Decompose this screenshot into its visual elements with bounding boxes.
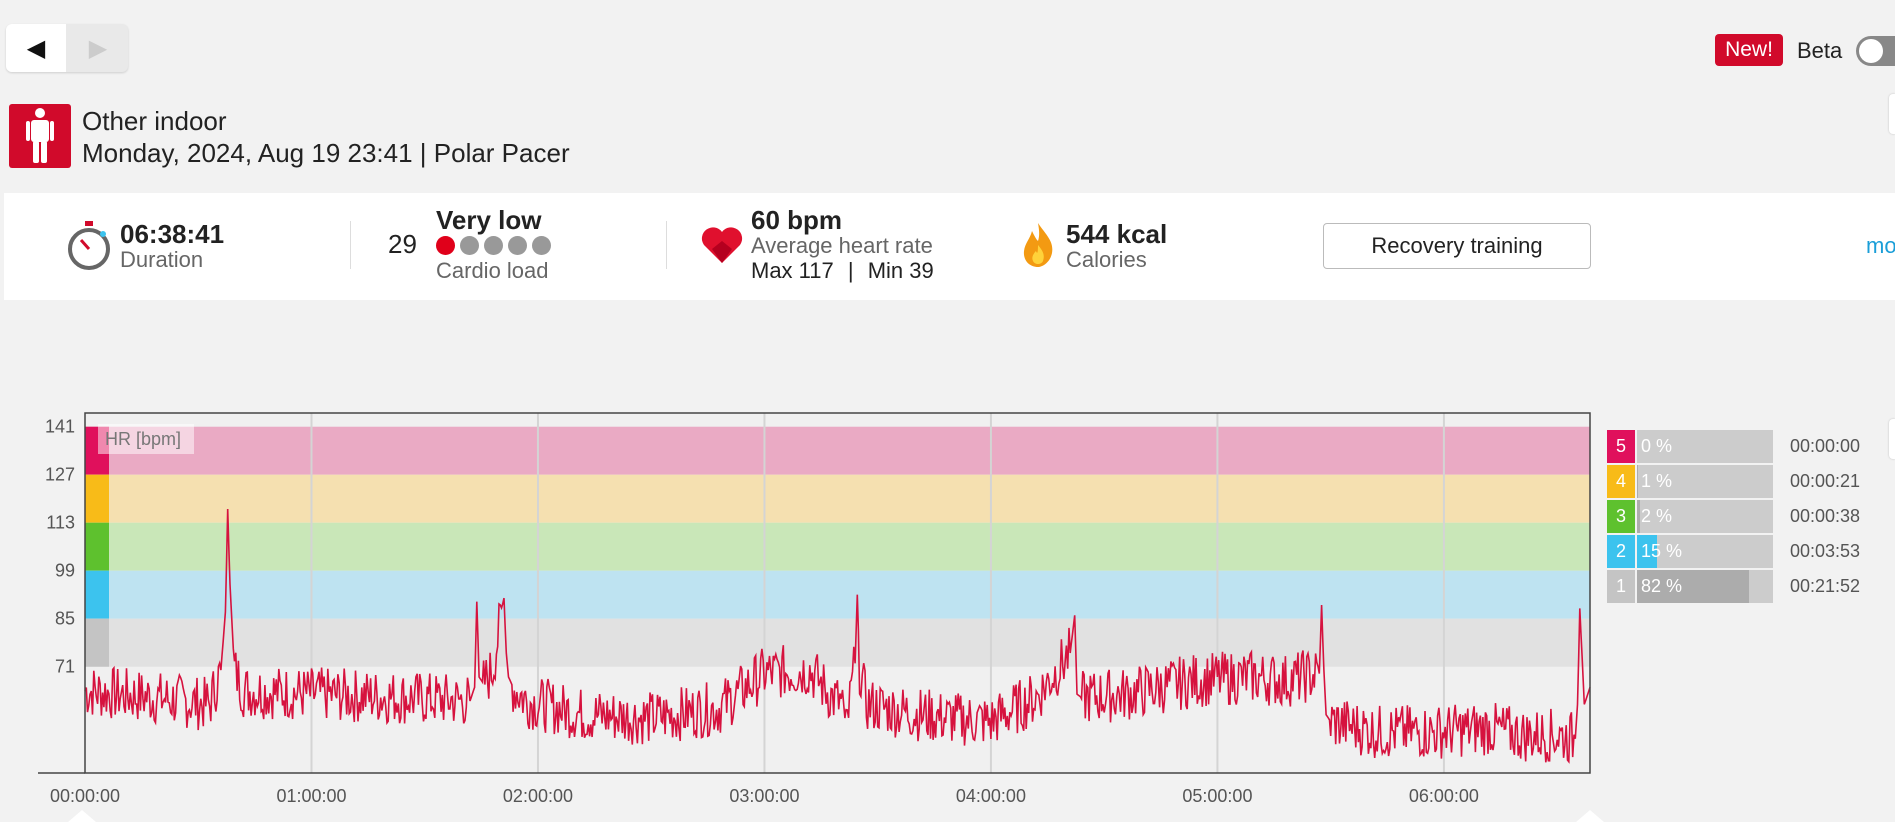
hr-range: Max 117 | Min 39: [751, 258, 934, 284]
zone-time-label: 00:03:53: [1790, 541, 1861, 561]
x-tick-label: 06:00:00: [1409, 786, 1479, 806]
zone-percent-fill: [1637, 570, 1749, 603]
forward-arrow-icon: ▶: [88, 34, 108, 62]
range-handle-left: [68, 810, 96, 822]
zone-percent-label: 82 %: [1641, 576, 1683, 596]
training-benefit-button[interactable]: Recovery training: [1323, 223, 1591, 269]
cardio-load-status: Very low: [436, 205, 542, 235]
zone-percent-label: 2 %: [1641, 506, 1673, 526]
more-link[interactable]: mo: [1866, 233, 1895, 258]
y-tick-label: 99: [55, 561, 75, 581]
sport-name: Other indoor: [82, 106, 227, 136]
duration-label: Duration: [120, 247, 204, 272]
cardio-load-dot: [436, 236, 455, 255]
zone-row-2: 2 15 %: [1607, 535, 1773, 568]
summary-panel: 06:38:41 Duration 29 Very low Cardio loa…: [4, 193, 1895, 300]
side-panel-handle[interactable]: [1889, 94, 1895, 134]
hr-separator: |: [847, 258, 854, 283]
zone-percent-fill: [1637, 465, 1639, 498]
session-meta: Monday, 2024, Aug 19 23:41 | Polar Pacer: [82, 138, 570, 168]
cardio-load-value: 29: [388, 229, 417, 259]
zone-marker-1: [85, 618, 109, 667]
duration-value: 06:38:41: [120, 219, 225, 249]
x-tick-label: 01:00:00: [276, 786, 346, 806]
zone-row-5: 5 0 %: [1607, 430, 1773, 463]
zone-row-4: 4 1 %: [1607, 465, 1773, 498]
avg-hr-label: Average heart rate: [751, 233, 933, 258]
zone-percent-bar: 1 %: [1637, 465, 1773, 498]
zone-band-5: [85, 426, 1590, 475]
y-tick-label: 71: [55, 657, 75, 677]
cardio-load-label: Cardio load: [436, 258, 549, 283]
cardio-load-dot: [484, 236, 503, 255]
zone-row-3: 3 2 %: [1607, 500, 1773, 533]
zone-percent-bar: 82 %: [1637, 570, 1773, 603]
forward-button[interactable]: ▶: [68, 24, 128, 72]
side-panel-handle-2[interactable]: [1889, 419, 1895, 459]
zone-row-1: 1 82 %: [1607, 570, 1773, 603]
x-tick-label: 02:00:00: [503, 786, 573, 806]
x-tick-label: 04:00:00: [956, 786, 1026, 806]
flame-icon: [1020, 221, 1056, 274]
range-handle-right: [1576, 810, 1604, 822]
cardio-load-dot: [508, 236, 527, 255]
calories-value: 544 kcal: [1066, 219, 1168, 249]
beta-label: Beta: [1797, 38, 1843, 63]
max-hr: Max 117: [751, 258, 834, 283]
divider: [666, 221, 667, 269]
x-tick-label: 03:00:00: [729, 786, 799, 806]
history-nav: ◀ ▶: [6, 24, 128, 72]
new-badge: New!: [1715, 34, 1783, 66]
cardio-load-dots: [436, 236, 551, 255]
y-tick-label: 85: [55, 609, 75, 629]
zone-band-4: [85, 474, 1590, 523]
min-hr: Min 39: [867, 258, 934, 283]
zone-time-label: 00:00:38: [1790, 506, 1861, 526]
zone-percent-fill: [1637, 535, 1658, 568]
zone-percent-label: 15 %: [1641, 541, 1683, 561]
x-tick-label: 05:00:00: [1182, 786, 1252, 806]
plot-border: [84, 412, 1591, 774]
zone-time-label: 00:21:52: [1790, 576, 1861, 596]
zone-percent-fill: [1637, 500, 1640, 533]
zone-marker-4: [85, 474, 109, 523]
hr-axis-label: HR [bpm]: [105, 429, 181, 449]
calories-label: Calories: [1066, 247, 1147, 272]
y-tick-label: 127: [45, 465, 75, 485]
zone-percent-label: 0 %: [1641, 436, 1673, 456]
beta-toggle[interactable]: [1856, 36, 1895, 66]
zone-percent-bar: 0 %: [1637, 430, 1773, 463]
zone-band-2: [85, 570, 1590, 619]
cardio-load-dot: [460, 236, 479, 255]
stopwatch-icon: [66, 221, 112, 276]
heart-rate-chart: 00:00:00 01:00:00 02:00:00 03:00:00 04:00:00…: [38, 412, 1604, 822]
zone-percent-bar: 2 %: [1637, 500, 1773, 533]
hr-line: [84, 508, 1591, 764]
zone-marker-3: [85, 522, 109, 571]
zone-percent-bar: 15 %: [1637, 535, 1773, 568]
zone-number: 3: [1607, 500, 1635, 533]
zone-number: 1: [1607, 570, 1635, 603]
y-tick-label: 141: [45, 417, 75, 437]
back-button[interactable]: ◀: [6, 24, 66, 72]
zone-band-3: [85, 522, 1590, 571]
zone-band-1: [85, 618, 1590, 667]
heart-icon: [700, 225, 744, 270]
zone-number: 5: [1607, 430, 1635, 463]
person-standing-icon: [9, 104, 71, 168]
y-tick-label: 113: [46, 513, 75, 533]
zone-time-label: 00:00:00: [1790, 436, 1861, 456]
back-arrow-icon: ◀: [26, 34, 46, 62]
cardio-load-dot: [532, 236, 551, 255]
zone-marker-2: [85, 570, 109, 619]
hr-label-bg: [98, 424, 194, 454]
divider: [350, 221, 351, 269]
zone-time-label: 00:00:21: [1790, 471, 1861, 491]
zone-percent-label: 1 %: [1641, 471, 1673, 491]
avg-hr-value: 60 bpm: [751, 205, 843, 235]
zone-number: 2: [1607, 535, 1635, 568]
x-tick-label: 00:00:00: [50, 786, 120, 806]
zone-number: 4: [1607, 465, 1635, 498]
toggle-knob: [1859, 39, 1883, 63]
